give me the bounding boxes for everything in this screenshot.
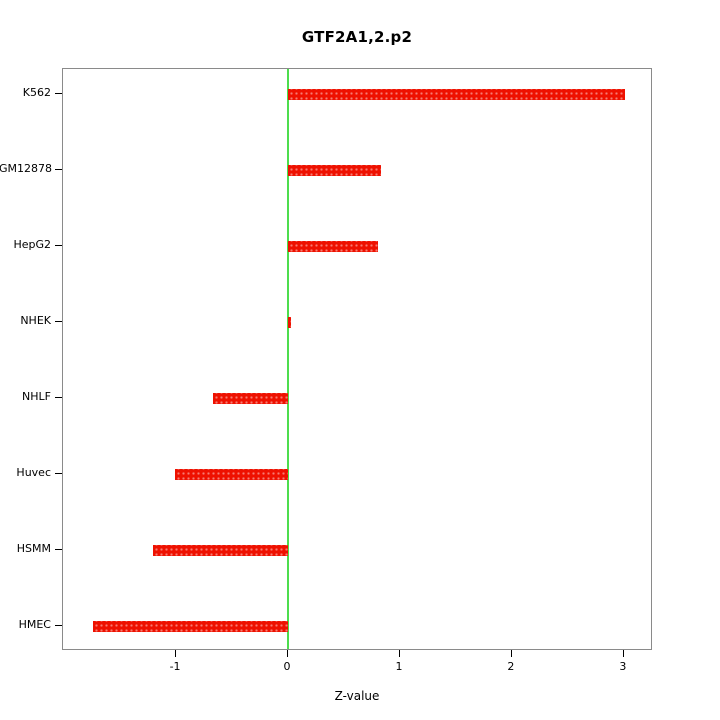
y-axis-category-label: NHEK bbox=[20, 314, 51, 327]
x-axis-label: Z-value bbox=[334, 689, 380, 703]
bar-gm12878 bbox=[288, 164, 381, 176]
bar-hepg2 bbox=[288, 240, 378, 252]
x-axis-tick-label: 1 bbox=[395, 660, 403, 673]
x-axis-tick bbox=[622, 650, 624, 657]
x-axis-tick-label: 3 bbox=[619, 660, 627, 673]
y-axis-category-label: K562 bbox=[22, 86, 51, 99]
y-axis-tick bbox=[55, 397, 62, 398]
y-axis-category-label: HepG2 bbox=[13, 238, 51, 251]
y-axis-tick bbox=[55, 169, 62, 170]
y-axis-tick bbox=[55, 245, 62, 246]
y-axis-category-label: Huvec bbox=[16, 466, 51, 479]
y-axis-category-label: HSMM bbox=[16, 542, 51, 555]
x-axis-tick bbox=[175, 650, 177, 657]
y-axis-tick bbox=[55, 321, 62, 322]
x-axis-tick bbox=[287, 650, 289, 657]
bar-nhlf bbox=[213, 392, 289, 404]
x-axis-tick-label: 2 bbox=[507, 660, 515, 673]
chart-title: GTF2A1,2.p2 bbox=[301, 28, 413, 46]
x-axis-tick bbox=[510, 650, 512, 657]
bar-hsmm bbox=[152, 544, 289, 556]
x-axis-tick-label: 0 bbox=[283, 660, 291, 673]
y-axis-tick bbox=[55, 549, 62, 550]
y-axis-tick bbox=[55, 93, 62, 94]
y-axis-category-label: GM12878 bbox=[0, 162, 53, 175]
zero-reference-line bbox=[287, 69, 290, 649]
y-axis-category-label: HMEC bbox=[18, 618, 51, 631]
x-axis-tick-label: -1 bbox=[169, 660, 181, 673]
plot-area bbox=[62, 68, 652, 650]
bar-hmec bbox=[93, 620, 289, 632]
y-axis-category-label: NHLF bbox=[22, 390, 51, 403]
bar-nhek bbox=[288, 316, 292, 328]
x-axis-tick bbox=[398, 650, 400, 657]
y-axis-tick bbox=[55, 473, 62, 474]
y-axis-tick bbox=[55, 625, 62, 626]
bar-k562 bbox=[288, 88, 625, 100]
bar-huvec bbox=[174, 468, 289, 480]
